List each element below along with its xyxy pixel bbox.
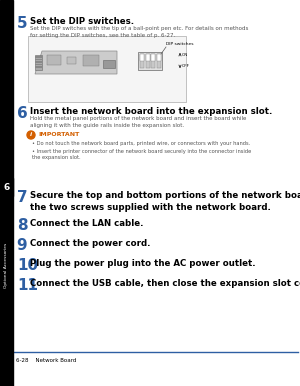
Text: Connect the power cord.: Connect the power cord.: [30, 239, 151, 248]
Bar: [35, 64, 42, 65]
Polygon shape: [35, 51, 117, 74]
Bar: [138, 52, 162, 70]
Bar: [140, 54, 144, 61]
Text: 10: 10: [17, 258, 38, 273]
Text: ON: ON: [182, 53, 188, 57]
Circle shape: [27, 131, 35, 139]
Bar: [47, 55, 61, 65]
Text: 6: 6: [3, 183, 10, 191]
Text: OFF: OFF: [182, 64, 190, 68]
Text: Plug the power plug into the AC power outlet.: Plug the power plug into the AC power ou…: [30, 259, 256, 268]
Bar: [83, 55, 99, 66]
Bar: [146, 54, 149, 68]
Bar: [157, 54, 160, 61]
Bar: [35, 61, 42, 63]
Text: 11: 11: [17, 278, 38, 293]
Bar: [151, 54, 155, 61]
Bar: [146, 54, 149, 61]
Text: 8: 8: [17, 218, 27, 233]
Bar: [140, 54, 144, 68]
Text: Connect the USB cable, then close the expansion slot cover.: Connect the USB cable, then close the ex…: [30, 279, 300, 288]
Text: 6: 6: [16, 106, 27, 121]
Text: Hold the metal panel portions of the network board and insert the board while
al: Hold the metal panel portions of the net…: [30, 116, 246, 128]
Text: i: i: [30, 132, 32, 137]
Bar: [35, 56, 42, 58]
Text: IMPORTANT: IMPORTANT: [38, 132, 79, 137]
Text: Insert the network board into the expansion slot.: Insert the network board into the expans…: [30, 107, 272, 116]
Bar: [0, 0, 13, 386]
FancyBboxPatch shape: [28, 36, 186, 102]
Text: Set the DIP switches with the tip of a ball-point pen etc. For details on method: Set the DIP switches with the tip of a b…: [30, 26, 248, 37]
Text: 9: 9: [17, 238, 27, 253]
Text: • Insert the printer connector of the network board securely into the connector : • Insert the printer connector of the ne…: [32, 149, 251, 160]
Text: Set the DIP switches.: Set the DIP switches.: [30, 17, 134, 26]
Text: Optional Accessories: Optional Accessories: [4, 242, 8, 288]
Bar: [0, 178, 13, 196]
Text: Secure the top and bottom portions of the network board with
the two screws supp: Secure the top and bottom portions of th…: [30, 191, 300, 212]
Text: DIP switches: DIP switches: [166, 42, 194, 46]
Bar: [35, 66, 42, 68]
Text: 5: 5: [17, 16, 27, 31]
Bar: [151, 54, 155, 68]
Bar: [67, 57, 76, 64]
Bar: [157, 54, 160, 68]
Text: Connect the LAN cable.: Connect the LAN cable.: [30, 219, 143, 228]
Bar: [35, 59, 42, 60]
Text: 6-28    Network Board: 6-28 Network Board: [16, 358, 76, 363]
Bar: [35, 55, 42, 70]
Bar: [103, 60, 115, 68]
Text: 7: 7: [17, 190, 27, 205]
Text: • Do not touch the network board parts, printed wire, or connectors with your ha: • Do not touch the network board parts, …: [32, 141, 250, 146]
